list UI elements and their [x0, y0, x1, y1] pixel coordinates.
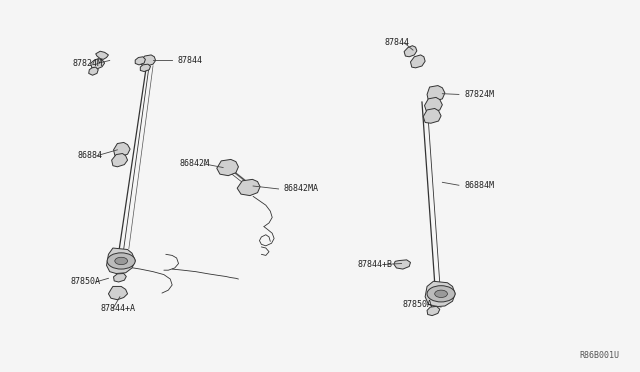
- Polygon shape: [91, 59, 104, 69]
- Polygon shape: [427, 307, 440, 315]
- Polygon shape: [140, 55, 156, 66]
- Circle shape: [435, 290, 447, 298]
- Circle shape: [427, 286, 455, 302]
- Text: R86B001U: R86B001U: [579, 351, 620, 360]
- Polygon shape: [89, 67, 99, 75]
- Text: 87850A: 87850A: [402, 300, 432, 309]
- Text: 87844: 87844: [384, 38, 409, 47]
- Polygon shape: [140, 64, 150, 71]
- Text: 87850A: 87850A: [71, 278, 100, 286]
- Text: 86884M: 86884M: [464, 181, 494, 190]
- Polygon shape: [394, 260, 410, 269]
- Text: 86842M: 86842M: [179, 159, 209, 169]
- Circle shape: [107, 253, 135, 269]
- Polygon shape: [111, 154, 127, 167]
- Polygon shape: [106, 248, 135, 273]
- Polygon shape: [237, 179, 260, 196]
- Polygon shape: [423, 109, 441, 123]
- Circle shape: [115, 257, 127, 264]
- Polygon shape: [424, 97, 442, 112]
- Polygon shape: [135, 57, 145, 65]
- Polygon shape: [425, 281, 455, 307]
- Polygon shape: [113, 142, 130, 157]
- Polygon shape: [113, 273, 126, 282]
- Text: 87844+A: 87844+A: [100, 304, 136, 313]
- Polygon shape: [108, 286, 127, 300]
- Text: 86842MA: 86842MA: [284, 185, 319, 193]
- Polygon shape: [217, 160, 239, 176]
- Text: 87844: 87844: [177, 56, 202, 65]
- Polygon shape: [427, 86, 445, 101]
- Text: 87844+B: 87844+B: [357, 260, 392, 269]
- Text: 87824M: 87824M: [464, 90, 494, 99]
- Text: 86884: 86884: [77, 151, 102, 160]
- Text: 87824M: 87824M: [72, 59, 102, 68]
- Polygon shape: [96, 51, 108, 60]
- Polygon shape: [404, 46, 417, 57]
- Polygon shape: [410, 55, 425, 68]
